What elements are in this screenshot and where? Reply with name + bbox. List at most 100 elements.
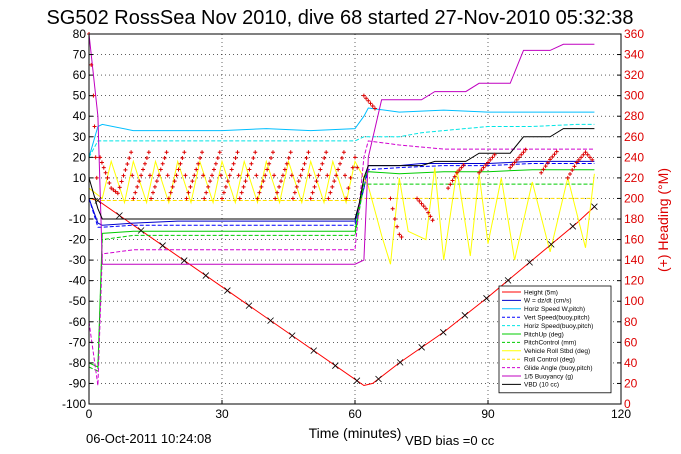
heading-marker-171: [448, 182, 453, 187]
heading-marker-165: [421, 204, 426, 209]
heading-marker-65: [204, 190, 209, 195]
heading-marker-137: [332, 179, 337, 184]
heading-marker-129: [318, 167, 323, 172]
depth-marker-20: [526, 259, 533, 266]
heading-marker-88: [245, 173, 250, 178]
heading-marker-121: [304, 155, 309, 160]
heading-marker-19: [123, 167, 128, 172]
heading-layer: [87, 32, 595, 239]
depth-marker-9: [288, 332, 296, 339]
heading-marker-113: [289, 173, 294, 178]
right-tick-label-15: 300: [624, 89, 644, 103]
heading-marker-84: [237, 196, 242, 201]
heading-marker-209: [581, 152, 586, 157]
heading-marker-20: [125, 161, 130, 166]
heading-marker-142: [341, 150, 346, 155]
left-tick-label-8: -20: [69, 233, 87, 247]
depth-marker-11: [332, 362, 339, 369]
right-tick-label-1: 20: [624, 376, 638, 390]
heading-marker-207: [576, 157, 581, 162]
heading-marker-82: [235, 150, 240, 155]
heading-marker-139: [336, 167, 341, 172]
heading-marker-71: [215, 155, 220, 160]
left-tick-label-1: -90: [69, 376, 87, 390]
heading-marker-122: [306, 150, 311, 155]
heading-marker-86: [241, 184, 246, 189]
heading-marker-160: [397, 232, 402, 237]
heading-marker-148: [353, 155, 357, 160]
depth-marker-6: [224, 287, 231, 294]
heading-marker-1: [89, 62, 94, 67]
heading-marker-97: [261, 179, 266, 184]
legend-label-pitch_up: PitchUp (deg): [524, 331, 564, 338]
heading-marker-34: [149, 196, 154, 201]
x-axis: 0 30 60 90 120: [86, 400, 631, 421]
heading-marker-10: [105, 175, 110, 180]
left-axis: -100-90-80-70-60-50-40-30-20-10010203040…: [62, 27, 93, 411]
legend-label-w: W = dz/dt (cm/s): [524, 298, 572, 305]
heading-marker-93: [254, 173, 259, 178]
heading-marker-187: [510, 163, 515, 168]
right-tick-label-11: 220: [624, 171, 644, 185]
heading-marker-188: [512, 160, 517, 165]
heading-marker-49: [176, 167, 181, 172]
heading-marker-72: [217, 150, 222, 155]
right-tick-label-3: 60: [624, 335, 638, 349]
heading-marker-89: [247, 167, 252, 172]
left-tick-label-17: 70: [73, 48, 87, 62]
heading-marker-118: [298, 173, 303, 178]
heading-marker-162: [415, 196, 420, 201]
left-tick-label-13: 30: [73, 130, 87, 144]
heading-marker-48: [174, 173, 179, 178]
heading-marker-206: [574, 160, 579, 165]
heading-marker-26: [135, 184, 140, 189]
heading-marker-193: [523, 147, 528, 152]
left-tick-label-5: -50: [69, 294, 87, 308]
x-axis-label: Time (minutes): [309, 425, 402, 441]
heading-marker-57: [190, 179, 195, 184]
depth-marker-7: [245, 302, 253, 309]
heading-marker-33: [147, 173, 152, 178]
heading-marker-192: [521, 150, 526, 155]
heading-marker-200: [552, 152, 557, 157]
heading-marker-50: [178, 161, 183, 166]
heading-marker-173: [452, 174, 457, 179]
x-tick-label-4: 120: [611, 407, 631, 421]
heading-marker-69: [211, 167, 216, 172]
heading-marker-195: [541, 167, 546, 172]
left-tick-label-18: 80: [73, 27, 87, 41]
heading-marker-62: [200, 150, 205, 155]
heading-marker-79: [229, 167, 234, 172]
heading-marker-21: [127, 156, 132, 161]
heading-marker-63: [201, 173, 206, 178]
footer-timestamp: 06-Oct-2011 10:24:08: [86, 431, 212, 446]
heading-marker-147: [350, 165, 355, 170]
heading-marker-143: [343, 173, 348, 178]
footer-vbd-bias: VBD bias =0 cc: [405, 433, 495, 448]
legend-label-buoyancy: 1/5 Buoyancy (g): [524, 373, 573, 380]
heading-marker-9: [103, 170, 108, 175]
series-line-vert_speed_buoy: [88, 163, 595, 228]
left-tick-label-9: -10: [69, 212, 87, 226]
heading-marker-161: [399, 234, 404, 239]
depth-marker-22: [569, 223, 577, 230]
series-line-horz_speed_w_pitch: [88, 107, 595, 158]
heading-marker-16: [117, 185, 122, 190]
heading-marker-23: [130, 173, 135, 178]
depth-marker-2: [137, 227, 145, 234]
depth-marker-1: [116, 212, 123, 219]
heading-marker-114: [290, 196, 295, 201]
heading-marker-85: [239, 190, 244, 195]
heading-marker-156: [388, 196, 393, 201]
heading-marker-149: [355, 165, 360, 170]
x-tick-label-0: 0: [86, 407, 93, 421]
left-tick-label-14: 40: [73, 109, 87, 123]
heading-marker-201: [554, 149, 559, 154]
depth-marker-23: [591, 203, 598, 210]
heading-marker-117: [296, 179, 301, 184]
heading-marker-144: [344, 196, 349, 201]
heading-marker-164: [419, 201, 424, 206]
heading-marker-3: [92, 124, 97, 129]
heading-marker-94: [255, 196, 260, 201]
heading-marker-203: [568, 172, 573, 177]
